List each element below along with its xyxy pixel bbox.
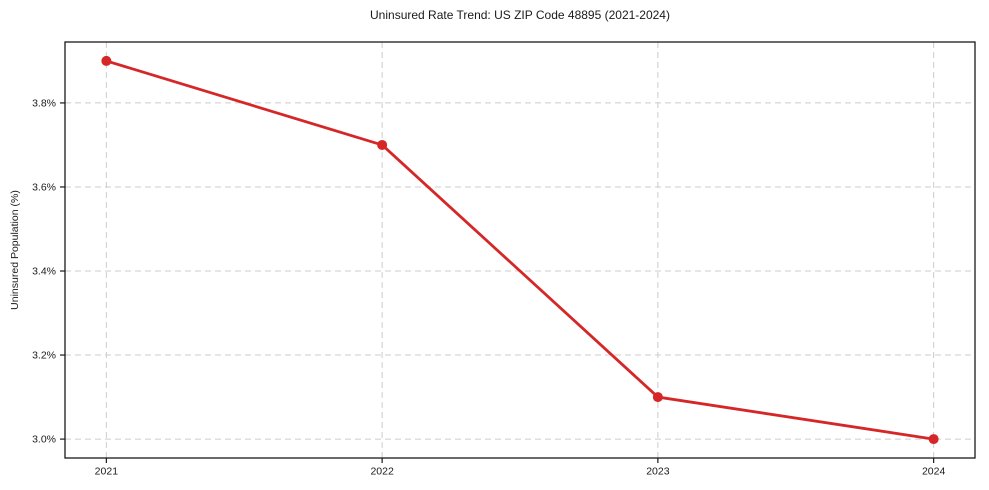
y-tick-label: 3.0% (32, 434, 56, 446)
x-tick-label: 2021 (95, 466, 119, 478)
x-tick-label: 2022 (370, 466, 394, 478)
data-point-marker (652, 392, 663, 403)
y-tick-label: 3.6% (32, 181, 56, 193)
x-tick-label: 2024 (922, 466, 946, 478)
y-tick-label: 3.2% (32, 350, 56, 362)
y-tick-label: 3.4% (32, 266, 56, 278)
trend-line (104, 59, 936, 441)
x-tick-label: 2023 (646, 466, 670, 478)
plot-frame (64, 41, 976, 459)
chart-title: Uninsured Rate Trend: US ZIP Code 48895 … (370, 8, 670, 22)
data-point-marker (928, 434, 939, 445)
data-point-marker (101, 55, 112, 66)
y-tick-label: 3.8% (32, 97, 56, 109)
data-point-marker (377, 139, 388, 150)
